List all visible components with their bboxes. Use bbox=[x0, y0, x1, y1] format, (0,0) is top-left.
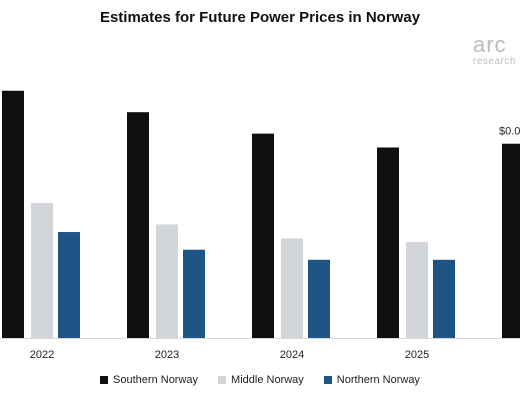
bar-middle-norway-2024 bbox=[281, 238, 303, 338]
legend-item-southern-norway: Southern Norway bbox=[100, 374, 198, 386]
bar-chart-plot: 2022 2023 2024 2025 $0.0 bbox=[0, 90, 520, 361]
legend-swatch bbox=[218, 376, 227, 384]
bar-middle-norway-2022 bbox=[31, 203, 53, 338]
x-tick-label: 2024 bbox=[280, 349, 304, 361]
bar-southern-norway-2023 bbox=[127, 112, 149, 338]
legend-swatch bbox=[100, 376, 109, 384]
logo-wordmark: arc bbox=[473, 32, 507, 57]
bar-northern-norway-2025 bbox=[433, 259, 455, 338]
bar-southern-norway-2022 bbox=[2, 90, 24, 338]
data-label-annotation: $0.0 bbox=[499, 126, 520, 138]
bar-southern-norway-2025 bbox=[377, 147, 399, 338]
legend-item-northern-norway: Northern Norway bbox=[323, 374, 420, 386]
arcus-research-logo: arc research bbox=[473, 34, 516, 67]
bar-middle-norway-2025 bbox=[406, 242, 428, 338]
bar-southern-norway-partial bbox=[502, 143, 520, 338]
bar-middle-norway-2023 bbox=[156, 224, 178, 338]
bar-southern-norway-2024 bbox=[252, 133, 274, 338]
bar-northern-norway-2024 bbox=[308, 259, 330, 338]
logo-subtitle: research bbox=[473, 56, 516, 67]
chart-legend: Southern Norway Middle Norway Northern Nor… bbox=[0, 374, 520, 386]
x-tick-label: 2022 bbox=[30, 349, 54, 361]
legend-item-middle-norway: Middle Norway bbox=[218, 374, 304, 386]
legend-label: Southern Norway bbox=[113, 374, 199, 386]
x-tick-label: 2023 bbox=[155, 349, 179, 361]
bar-northern-norway-2023 bbox=[183, 249, 205, 338]
legend-label: Middle Norway bbox=[231, 374, 304, 386]
x-tick-label: 2025 bbox=[405, 349, 429, 361]
chart-title: Estimates for Future Power Prices in Nor… bbox=[99, 9, 421, 26]
legend-label: Northern Norway bbox=[336, 374, 420, 386]
legend-swatch bbox=[323, 376, 332, 384]
bar-northern-norway-2022 bbox=[58, 232, 80, 338]
